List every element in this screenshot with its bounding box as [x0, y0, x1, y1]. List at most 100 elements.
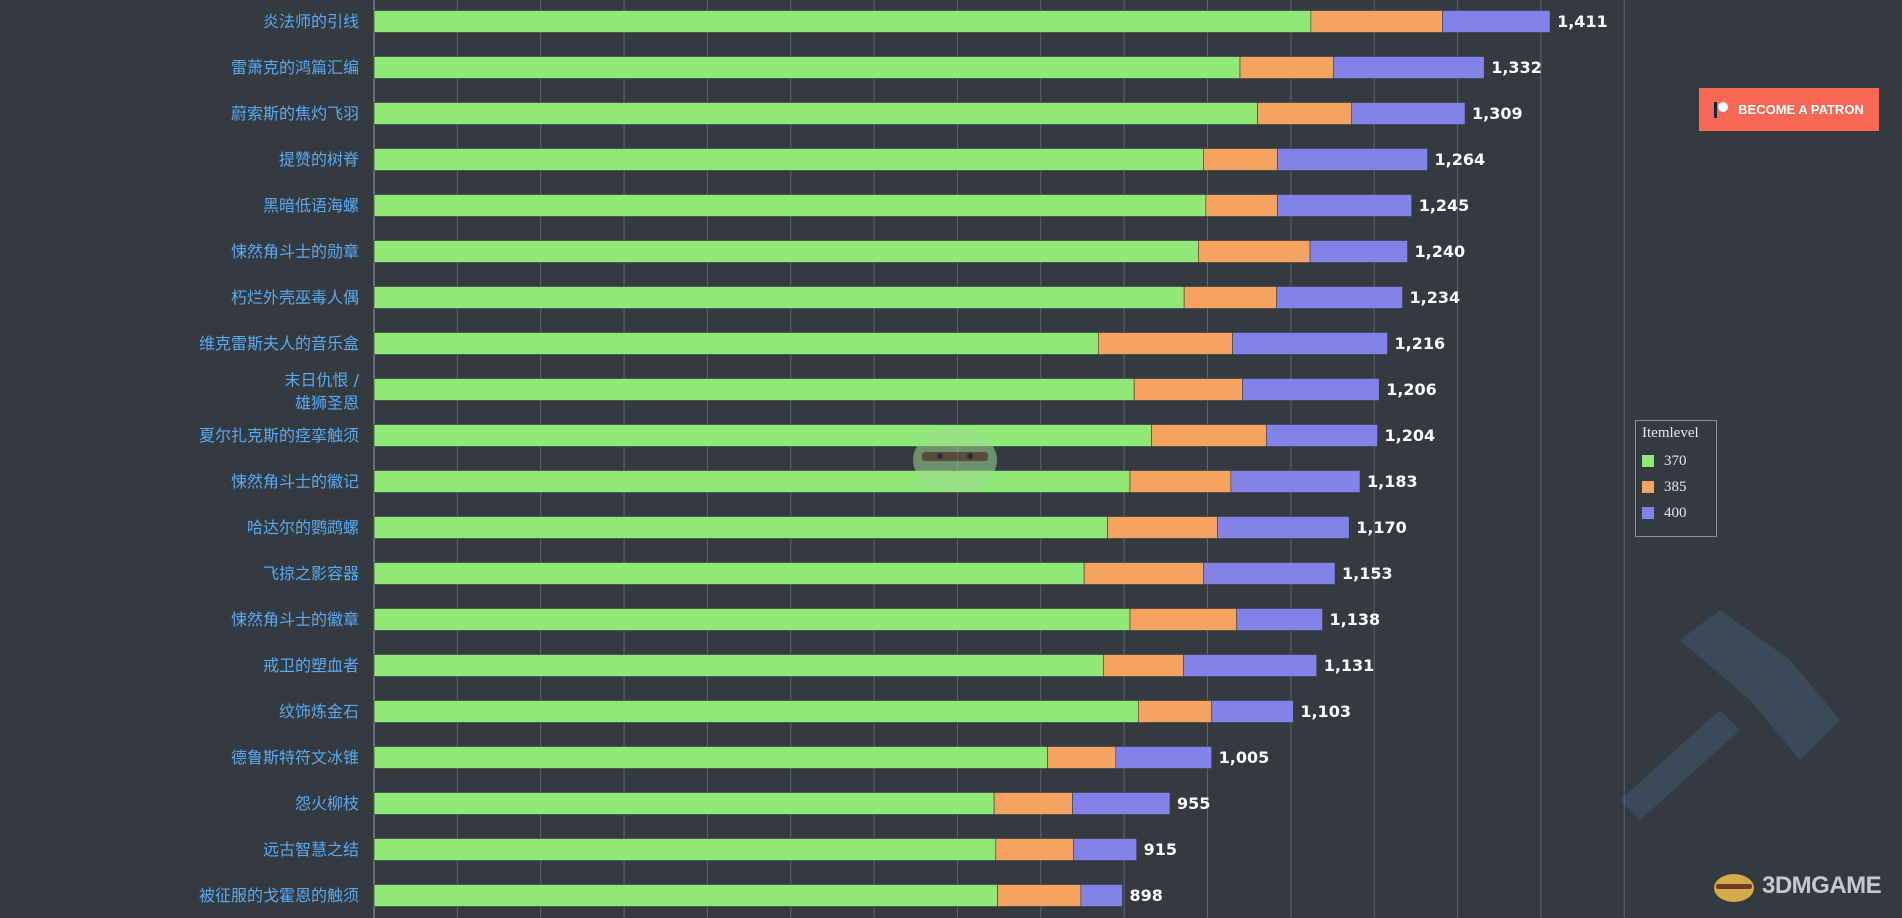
category-label[interactable]: 朽烂外壳巫毒人偶	[231, 288, 359, 307]
category-label[interactable]: 哈达尔的鹦鹉螺	[247, 518, 359, 537]
bar-segment-370[interactable]	[373, 470, 1131, 493]
bar-segment-385[interactable]	[1257, 102, 1352, 125]
bar-segment-385[interactable]	[1129, 470, 1232, 493]
bar-segment-370[interactable]	[373, 102, 1258, 125]
bar-segment-400[interactable]	[1266, 424, 1378, 447]
bar-segment-385[interactable]	[1129, 608, 1237, 631]
category-label[interactable]: 被征服的戈霍恩的触须	[199, 886, 359, 905]
bar-segment-370[interactable]	[373, 562, 1085, 585]
total-value-label: 1,183	[1367, 472, 1418, 491]
bar-segment-400[interactable]	[1203, 562, 1336, 585]
bar-segment-385[interactable]	[1151, 424, 1267, 447]
bar-segment-400[interactable]	[1309, 240, 1408, 263]
legend-title: Itemlevel	[1642, 425, 1699, 441]
bar-segment-385[interactable]	[1083, 562, 1204, 585]
total-value-label: 915	[1144, 840, 1177, 859]
chart-legend: Itemlevel 370 385 400	[1635, 420, 1717, 537]
become-patron-button[interactable]: BECOME A PATRON	[1699, 88, 1879, 131]
total-value-label: 1,264	[1435, 150, 1486, 169]
category-label[interactable]: 飞掠之影容器	[263, 564, 359, 583]
bar-segment-400[interactable]	[1236, 608, 1323, 631]
bar-segment-400[interactable]	[1442, 10, 1551, 33]
category-label[interactable]: 纹饰炼金石	[279, 702, 359, 721]
category-label[interactable]: 悚然角斗士的徽记	[231, 472, 359, 491]
bar-segment-385[interactable]	[1203, 148, 1278, 171]
bar-segment-400[interactable]	[1080, 884, 1123, 907]
category-label[interactable]: 提赞的树脊	[279, 150, 359, 169]
category-label[interactable]: 德鲁斯特符文冰锥	[231, 748, 359, 767]
bar-segment-400[interactable]	[1211, 700, 1294, 723]
bar-segment-370[interactable]	[373, 516, 1108, 539]
total-value-label: 1,204	[1385, 426, 1436, 445]
bar-segment-385[interactable]	[1107, 516, 1218, 539]
total-value-label: 1,245	[1419, 196, 1470, 215]
bar-segment-370[interactable]	[373, 792, 995, 815]
bar-segment-385[interactable]	[1198, 240, 1311, 263]
category-label[interactable]: 怨火柳枝	[295, 794, 359, 813]
total-value-label: 955	[1177, 794, 1210, 813]
bar-segment-385[interactable]	[995, 838, 1074, 861]
category-label[interactable]: 悚然角斗士的徽章	[231, 610, 359, 629]
bar-segment-370[interactable]	[373, 332, 1099, 355]
patreon-icon	[1714, 101, 1729, 118]
total-value-label: 1,216	[1395, 334, 1446, 353]
category-label[interactable]: 戒卫的塑血者	[263, 656, 359, 675]
bar-segment-370[interactable]	[373, 838, 997, 861]
bar-segment-385[interactable]	[1103, 654, 1184, 677]
bar-segment-385[interactable]	[993, 792, 1073, 815]
bar-segment-370[interactable]	[373, 884, 998, 907]
legend-item-385[interactable]: 385	[1642, 474, 1710, 500]
bar-segment-400[interactable]	[1351, 102, 1466, 125]
bar-segment-370[interactable]	[373, 148, 1204, 171]
category-label[interactable]: 维克雷斯夫人的音乐盒	[199, 334, 359, 353]
bar-segment-370[interactable]	[373, 424, 1152, 447]
bar-segment-370[interactable]	[373, 746, 1048, 769]
bar-segment-400[interactable]	[1277, 194, 1413, 217]
hammer-watermark-icon	[1620, 610, 1840, 820]
bar-segment-370[interactable]	[373, 194, 1207, 217]
bar-segment-400[interactable]	[1230, 470, 1361, 493]
category-label[interactable]: 末日仇恨 /雄狮圣恩	[285, 370, 360, 412]
total-value-label: 1,240	[1415, 242, 1466, 261]
legend-item-370[interactable]: 370	[1642, 448, 1710, 474]
category-label[interactable]: 远古智慧之结	[263, 840, 359, 859]
bar-segment-370[interactable]	[373, 10, 1312, 33]
bar-segment-400[interactable]	[1183, 654, 1317, 677]
total-value-label: 1,309	[1472, 104, 1523, 123]
bar-segment-400[interactable]	[1073, 838, 1137, 861]
bar-segment-400[interactable]	[1115, 746, 1212, 769]
legend-item-400[interactable]: 400	[1642, 500, 1710, 526]
bar-segment-370[interactable]	[373, 378, 1135, 401]
category-label[interactable]: 夏尔扎克斯的痉挛触须	[199, 426, 359, 445]
bar-segment-370[interactable]	[373, 700, 1139, 723]
bar-segment-370[interactable]	[373, 56, 1241, 79]
category-label[interactable]: 悚然角斗士的勋章	[231, 242, 359, 261]
bar-segment-400[interactable]	[1276, 286, 1403, 309]
total-value-label: 1,411	[1557, 12, 1608, 31]
category-label[interactable]: 黑暗低语海螺	[263, 196, 359, 215]
bar-segment-370[interactable]	[373, 608, 1131, 631]
bar-segment-385[interactable]	[1205, 194, 1278, 217]
bar-segment-370[interactable]	[373, 654, 1104, 677]
bar-segment-400[interactable]	[1242, 378, 1380, 401]
category-label[interactable]: 蔚索斯的焦灼飞羽	[231, 104, 359, 123]
category-label[interactable]: 炎法师的引线	[263, 12, 359, 31]
bar-segment-370[interactable]	[373, 240, 1199, 263]
bar-segment-385[interactable]	[1047, 746, 1117, 769]
bar-segment-385[interactable]	[1310, 10, 1443, 33]
bar-segment-400[interactable]	[1333, 56, 1485, 79]
bar-segment-400[interactable]	[1072, 792, 1171, 815]
bar-segment-370[interactable]	[373, 286, 1185, 309]
total-value-label: 1,103	[1300, 702, 1351, 721]
bar-segment-385[interactable]	[1133, 378, 1243, 401]
bar-segment-385[interactable]	[1183, 286, 1277, 309]
category-label[interactable]: 雷萧克的鸿篇汇编	[231, 58, 359, 77]
bar-segment-385[interactable]	[997, 884, 1082, 907]
bar-segment-385[interactable]	[1239, 56, 1334, 79]
bar-segment-400[interactable]	[1277, 148, 1428, 171]
bar-segment-400[interactable]	[1232, 332, 1388, 355]
bar-segment-400[interactable]	[1217, 516, 1350, 539]
bar-segment-385[interactable]	[1138, 700, 1212, 723]
brand-logo: 3DMGAME	[1710, 868, 1882, 904]
bar-segment-385[interactable]	[1098, 332, 1233, 355]
